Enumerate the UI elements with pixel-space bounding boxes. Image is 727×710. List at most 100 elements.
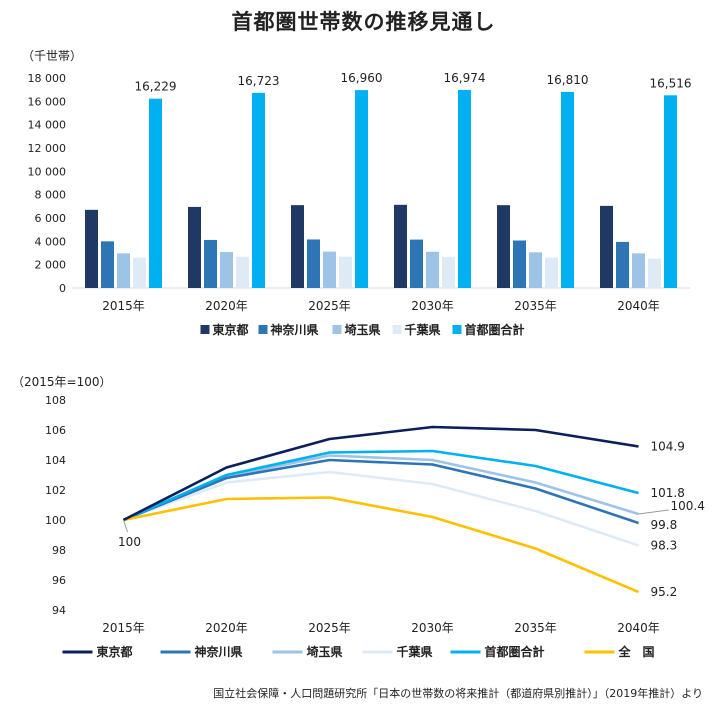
- bar-data-label: 16,974: [444, 71, 486, 85]
- line-series: [123, 458, 639, 525]
- line-y-tick-label: 106: [45, 424, 66, 437]
- bar: [355, 90, 368, 288]
- bar: [426, 251, 439, 288]
- line-legend-label: 神奈川県: [195, 644, 243, 659]
- bar-y-tick-label: 16 000: [28, 95, 67, 108]
- bar: [101, 241, 114, 288]
- bar-x-tick-label: 2025年: [308, 299, 351, 313]
- bar-y-tick-label: 10 000: [28, 165, 67, 178]
- bar-x-tick-label: 2015年: [102, 299, 145, 313]
- line-x-tick-label: 2020年: [205, 621, 248, 635]
- line-x-tick-label: 2015年: [102, 621, 145, 635]
- bar: [394, 204, 407, 288]
- source-note: 国立社会保障・人口問題研究所「日本の世帯数の将来推計（都道府県別推計）」（201…: [213, 687, 703, 700]
- bar: [616, 241, 629, 288]
- line-y-tick-label: 104: [45, 454, 66, 467]
- bar-legend-label: 埼玉県: [345, 322, 381, 337]
- bar: [149, 98, 162, 288]
- bar-legend-swatch: [452, 325, 462, 334]
- bar: [220, 252, 233, 288]
- bar: [497, 205, 510, 288]
- line-series: [122, 449, 639, 522]
- line-legend-label: 首都圏合計: [485, 644, 545, 659]
- line-end-label: 100.4: [671, 499, 705, 513]
- bar-legend-label: 東京都: [213, 322, 249, 337]
- bar: [442, 256, 455, 288]
- line-x-tick-label: 2035年: [514, 621, 557, 635]
- bar: [600, 205, 613, 288]
- bar: [323, 251, 336, 288]
- bar: [632, 253, 645, 288]
- bar-data-label: 16,810: [547, 73, 589, 87]
- bar-legend-swatch: [258, 325, 268, 334]
- bar: [410, 239, 423, 288]
- line-unit-label: （2015年=100）: [12, 375, 112, 389]
- line-end-label: 104.9: [651, 440, 685, 454]
- bar-data-label: 16,516: [650, 76, 692, 90]
- bar-data-label: 16,960: [341, 71, 383, 85]
- bar: [307, 239, 320, 288]
- bar-legend-swatch: [332, 325, 342, 334]
- bar-data-label: 16,229: [135, 80, 177, 94]
- line-y-tick-label: 108: [45, 394, 66, 407]
- bar: [252, 92, 265, 288]
- line-end-label: 95.2: [651, 585, 678, 599]
- line-legend-label: 全 国: [618, 644, 655, 659]
- bar: [664, 95, 677, 289]
- bar: [545, 257, 558, 288]
- bar-legend-swatch: [200, 325, 210, 334]
- line-y-tick-label: 98: [52, 544, 66, 557]
- line-x-tick-label: 2030年: [411, 621, 454, 635]
- bar-legend-label: 神奈川県: [271, 322, 319, 337]
- line-start-leader: [123, 519, 128, 533]
- line-y-tick-label: 96: [52, 574, 66, 587]
- line-y-tick-label: 102: [45, 484, 66, 497]
- line-legend-label: 千葉県: [397, 644, 433, 659]
- line-series: [122, 425, 639, 522]
- bar: [648, 258, 661, 288]
- bar-x-tick-label: 2040年: [617, 299, 660, 313]
- bar-x-tick-label: 2020年: [205, 299, 248, 313]
- line-end-label: 99.8: [651, 518, 678, 532]
- line-end-label: 98.3: [651, 539, 678, 553]
- bar-x-tick-label: 2035年: [514, 299, 557, 313]
- line-series: [123, 496, 640, 594]
- bar-y-tick-label: 0: [59, 282, 66, 295]
- bar-y-tick-label: 14 000: [28, 119, 67, 132]
- bar-y-tick-label: 4 000: [35, 235, 67, 248]
- line-y-tick-label: 94: [52, 604, 66, 617]
- line-x-tick-label: 2025年: [308, 621, 351, 635]
- bar: [133, 257, 146, 288]
- bar: [188, 206, 201, 288]
- bar: [291, 205, 304, 288]
- line-y-tick-label: 100: [45, 514, 66, 527]
- page-title: 首都圏世帯数の推移見通し: [231, 10, 496, 34]
- bar-legend-swatch: [392, 325, 402, 334]
- line-legend-label: 東京都: [97, 644, 133, 659]
- bar-y-tick-label: 8 000: [35, 189, 67, 202]
- bar: [204, 239, 217, 288]
- bar-data-label: 16,723: [238, 74, 280, 88]
- line-legend-label: 埼玉県: [307, 644, 343, 659]
- bar-unit-label: （千世帯）: [22, 49, 82, 63]
- line-start-label: 100: [118, 535, 141, 549]
- line-x-tick-label: 2040年: [617, 621, 660, 635]
- bar: [513, 240, 526, 288]
- bar: [458, 89, 471, 288]
- bar: [85, 209, 98, 288]
- bar-y-tick-label: 2 000: [35, 259, 67, 272]
- bar: [117, 253, 130, 288]
- line-series: [123, 470, 639, 547]
- bar-legend-label: 千葉県: [405, 322, 441, 337]
- bar-y-tick-label: 6 000: [35, 212, 67, 225]
- line-end-leader: [638, 509, 669, 515]
- bar: [236, 256, 249, 288]
- bar-legend-label: 首都圏合計: [465, 322, 525, 337]
- bar-y-tick-label: 18 000: [28, 72, 67, 85]
- bar: [529, 252, 542, 288]
- bar-y-tick-label: 12 000: [28, 142, 67, 155]
- line-end-label: 101.8: [651, 486, 685, 500]
- bar: [339, 256, 352, 288]
